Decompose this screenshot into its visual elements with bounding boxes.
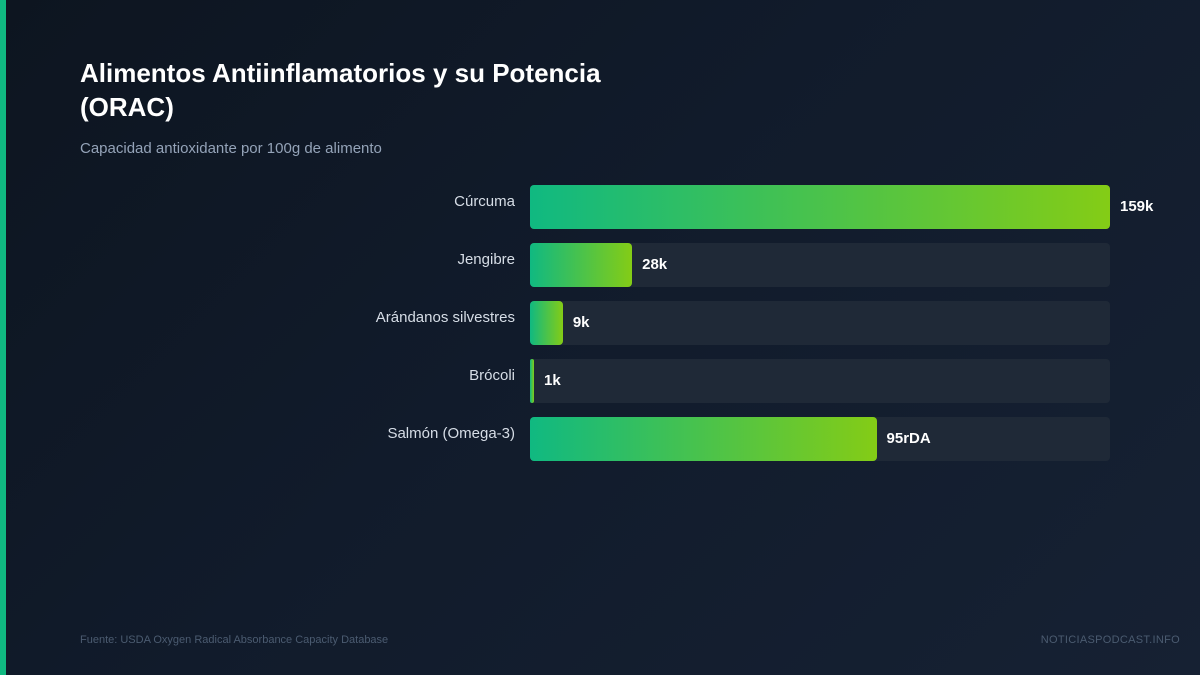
category-label: Salmón (Omega-3): [387, 425, 515, 442]
category-label: Brócoli: [469, 367, 515, 384]
bar: [530, 359, 534, 403]
value-label: 9k: [572, 314, 590, 331]
bar-row: Brócoli 1k: [0, 359, 1200, 403]
value-label: 95rDA: [886, 430, 931, 447]
category-label: Jengibre: [457, 251, 515, 268]
source-note: Fuente: USDA Oxygen Radical Absorbance C…: [80, 634, 389, 646]
bar: [530, 243, 633, 287]
bar-row: Jengibre 28k: [0, 243, 1200, 287]
bar-track: [530, 359, 1110, 403]
bar: [530, 417, 877, 461]
bar: [530, 301, 563, 345]
bar-row: Cúrcuma 159k: [0, 185, 1200, 229]
bar: [530, 185, 1110, 229]
category-label: Arándanos silvestres: [375, 309, 515, 326]
value-label: 28k: [642, 256, 668, 273]
value-label: 159k: [1120, 198, 1154, 215]
value-label: 1k: [544, 372, 561, 389]
accent-stripe: [0, 0, 6, 675]
brand-watermark: NOTICIASPODCAST.INFO: [1040, 634, 1180, 646]
chart-subtitle: Capacidad antioxidante por 100g de alime…: [80, 140, 382, 157]
chart-title: Alimentos Antiinflamatorios y su Potenci…: [80, 58, 601, 122]
bar-track: [530, 301, 1110, 345]
bar-row: Salmón (Omega-3) 95rDA: [0, 417, 1200, 461]
bar-row: Arándanos silvestres 9k: [0, 301, 1200, 345]
category-label: Cúrcuma: [454, 193, 515, 210]
